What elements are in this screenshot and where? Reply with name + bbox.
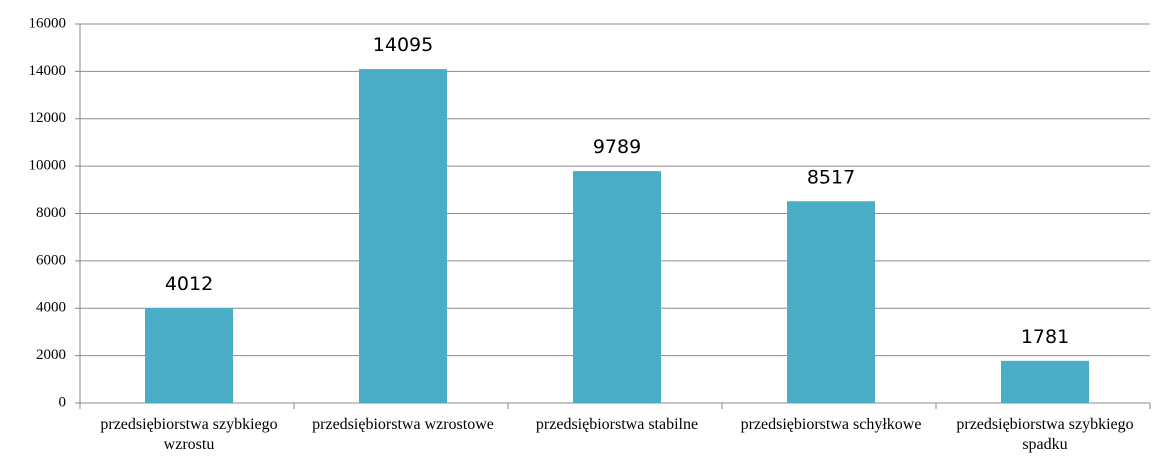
- x-tick-label: przedsiębiorstwa stabilne: [535, 416, 699, 433]
- y-tick-label: 10000: [29, 158, 67, 174]
- value-label: 14095: [373, 34, 433, 56]
- y-tick-label: 12000: [29, 110, 67, 126]
- y-tick-label: 2000: [36, 347, 66, 363]
- x-tick-label: przedsiębiorstwa szybkiego wzrostu: [100, 416, 278, 453]
- bar: [787, 201, 875, 403]
- y-tick-label: 16000: [29, 15, 67, 31]
- bar: [573, 171, 661, 403]
- bar: [1001, 360, 1089, 403]
- bar: [359, 69, 447, 403]
- y-tick-label: 14000: [29, 63, 67, 79]
- bar: [145, 307, 233, 403]
- y-tick-label: 6000: [36, 252, 66, 268]
- y-tick-label: 8000: [36, 205, 66, 221]
- y-tick-label: 4000: [36, 300, 66, 316]
- y-tick-label: 0: [59, 394, 67, 410]
- value-label: 9789: [593, 136, 641, 158]
- x-tick-label: przedsiębiorstwa szybkiego spadku: [956, 416, 1134, 453]
- value-label: 4012: [165, 273, 213, 295]
- value-label: 1781: [1021, 326, 1069, 348]
- value-label: 8517: [807, 166, 855, 188]
- x-tick-label: przedsiębiorstwa wzrostowe: [312, 416, 494, 433]
- x-tick-label: przedsiębiorstwa schyłkowe: [740, 416, 922, 433]
